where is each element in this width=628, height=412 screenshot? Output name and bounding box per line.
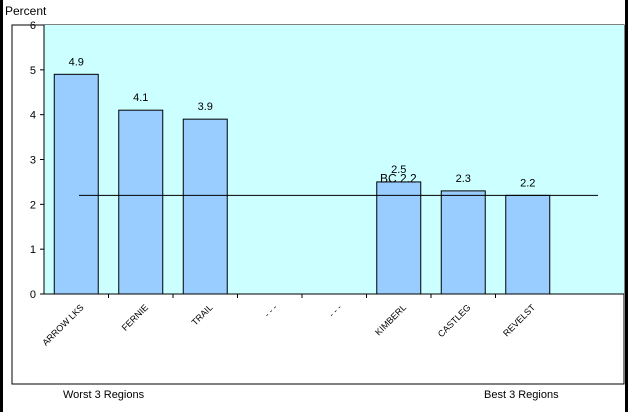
x-tick-label: CASTLEG: [436, 302, 473, 339]
x-tick-label: ARROW LKS: [40, 302, 85, 347]
bar: [182, 118, 228, 295]
data-label: 2.2: [520, 177, 535, 189]
x-tick-label: REVELST: [501, 302, 537, 338]
y-tick-label: 3: [30, 155, 36, 167]
bar: [376, 181, 422, 295]
worst-regions-label: Worst 3 Regions: [63, 389, 145, 401]
best-regions-label: Best 3 Regions: [484, 389, 559, 401]
y-tick-label: 6: [30, 20, 36, 32]
bar: [440, 190, 486, 295]
y-axis-label: Percent: [5, 4, 47, 18]
y-tick-label: 4: [30, 110, 36, 122]
x-tick-label: KIMBERL: [373, 302, 408, 337]
data-label: 3.9: [198, 101, 213, 113]
x-tick-label: - - -: [262, 302, 279, 319]
bar: [505, 194, 551, 295]
x-tick-label: TRAIL: [190, 302, 215, 327]
y-tick-label: 1: [30, 244, 36, 256]
data-label: 4.9: [69, 56, 84, 68]
data-label: 4.1: [133, 92, 148, 104]
x-tick-label: - - -: [327, 302, 344, 319]
bar: [118, 109, 164, 295]
x-tick-label: FERNIE: [120, 302, 150, 332]
y-tick-label: 0: [30, 289, 36, 301]
y-tick-label: 5: [30, 65, 36, 77]
bar: [53, 73, 99, 295]
reference-line-label: BC 2.2: [380, 171, 417, 185]
data-label: 2.3: [456, 173, 471, 185]
data-label: 2.5: [391, 164, 406, 176]
y-tick-label: 2: [30, 199, 36, 211]
